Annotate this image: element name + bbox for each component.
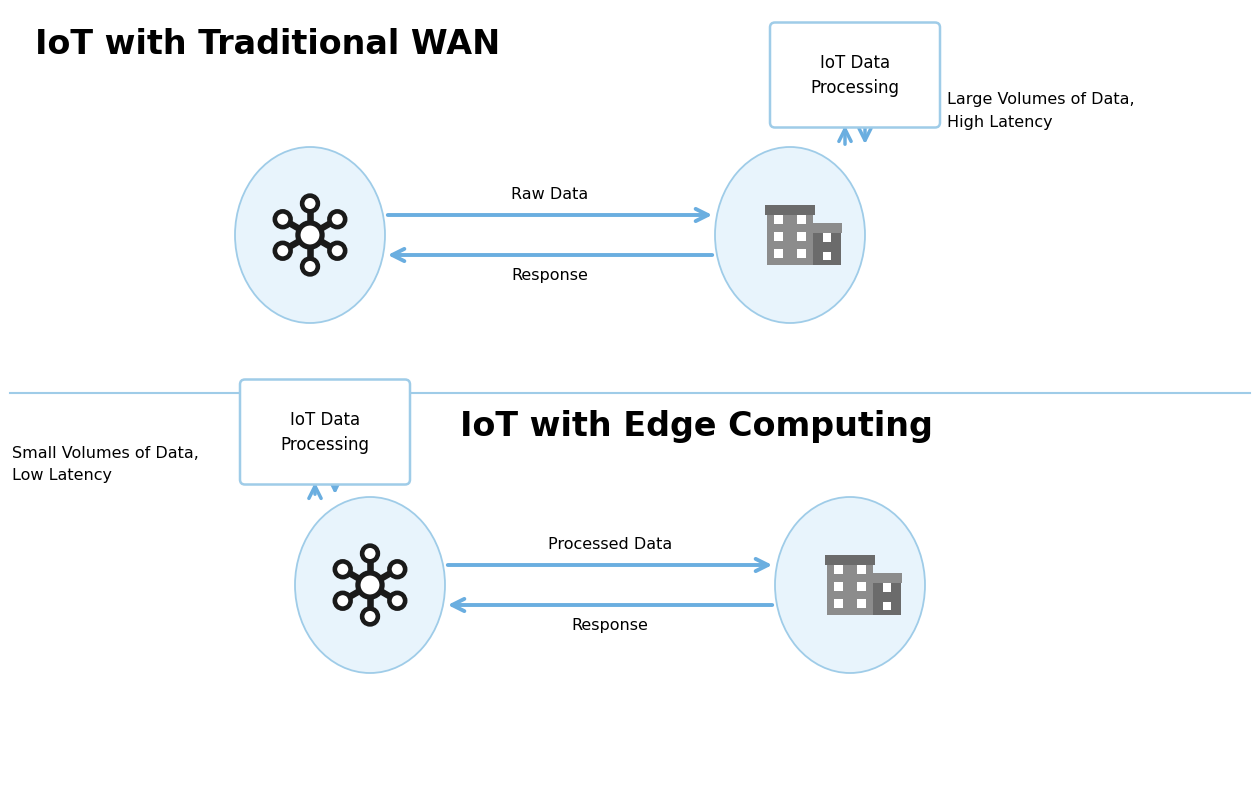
Ellipse shape bbox=[775, 497, 925, 673]
Circle shape bbox=[335, 592, 350, 608]
FancyBboxPatch shape bbox=[798, 232, 806, 241]
Circle shape bbox=[335, 562, 350, 577]
FancyBboxPatch shape bbox=[774, 232, 782, 241]
Text: IoT Data
Processing: IoT Data Processing bbox=[810, 54, 900, 96]
FancyBboxPatch shape bbox=[873, 573, 901, 615]
Ellipse shape bbox=[714, 147, 866, 323]
Circle shape bbox=[389, 592, 406, 608]
FancyBboxPatch shape bbox=[798, 249, 806, 258]
FancyBboxPatch shape bbox=[883, 583, 891, 592]
FancyBboxPatch shape bbox=[834, 565, 843, 574]
Text: Response: Response bbox=[512, 268, 588, 283]
FancyBboxPatch shape bbox=[872, 573, 902, 583]
FancyBboxPatch shape bbox=[827, 555, 873, 615]
FancyBboxPatch shape bbox=[857, 565, 866, 574]
FancyBboxPatch shape bbox=[857, 582, 866, 591]
Text: Small Volumes of Data,
Low Latency: Small Volumes of Data, Low Latency bbox=[13, 446, 199, 483]
FancyBboxPatch shape bbox=[770, 22, 940, 127]
Circle shape bbox=[302, 196, 318, 212]
FancyBboxPatch shape bbox=[811, 223, 842, 233]
FancyBboxPatch shape bbox=[767, 205, 813, 265]
Text: Response: Response bbox=[572, 618, 649, 633]
FancyBboxPatch shape bbox=[857, 599, 866, 608]
Text: Processed Data: Processed Data bbox=[548, 537, 672, 552]
FancyBboxPatch shape bbox=[825, 555, 874, 565]
FancyBboxPatch shape bbox=[834, 582, 843, 591]
FancyBboxPatch shape bbox=[834, 599, 843, 608]
Text: Raw Data: Raw Data bbox=[512, 187, 588, 202]
Circle shape bbox=[358, 573, 382, 597]
Text: Large Volumes of Data,
High Latency: Large Volumes of Data, High Latency bbox=[948, 92, 1134, 130]
FancyBboxPatch shape bbox=[823, 251, 832, 260]
FancyBboxPatch shape bbox=[239, 379, 410, 484]
FancyBboxPatch shape bbox=[765, 205, 815, 215]
Text: IoT with Traditional WAN: IoT with Traditional WAN bbox=[35, 28, 500, 61]
Circle shape bbox=[302, 258, 318, 274]
Circle shape bbox=[275, 243, 291, 258]
Circle shape bbox=[362, 608, 378, 624]
Circle shape bbox=[362, 546, 378, 562]
FancyBboxPatch shape bbox=[883, 601, 891, 610]
FancyBboxPatch shape bbox=[774, 215, 782, 224]
Ellipse shape bbox=[236, 147, 386, 323]
Text: IoT Data
Processing: IoT Data Processing bbox=[281, 411, 369, 453]
Ellipse shape bbox=[295, 497, 445, 673]
Circle shape bbox=[389, 562, 406, 577]
FancyBboxPatch shape bbox=[823, 233, 832, 242]
Text: IoT with Edge Computing: IoT with Edge Computing bbox=[460, 410, 932, 443]
Circle shape bbox=[275, 212, 291, 228]
FancyBboxPatch shape bbox=[774, 249, 782, 258]
Circle shape bbox=[329, 243, 345, 258]
Circle shape bbox=[297, 223, 323, 247]
FancyBboxPatch shape bbox=[813, 223, 840, 265]
FancyBboxPatch shape bbox=[798, 215, 806, 224]
Circle shape bbox=[329, 212, 345, 228]
